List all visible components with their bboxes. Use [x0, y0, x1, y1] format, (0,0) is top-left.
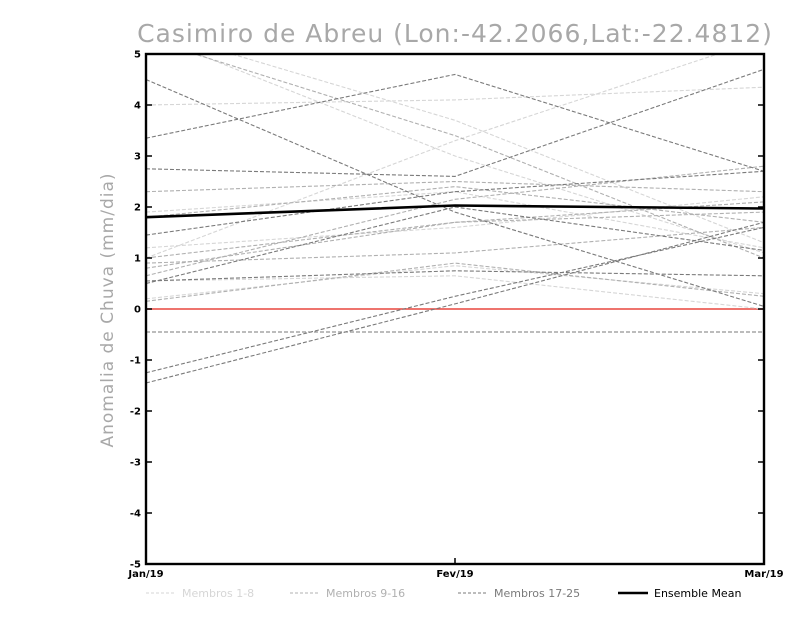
member-series-line	[146, 86, 764, 106]
legend: Membros 1-8 Membros 9-16 Membros 17-25 Ense…	[146, 587, 741, 600]
y-tick-label: -5	[130, 560, 141, 571]
member-series-line	[196, 54, 764, 254]
member-series-line	[146, 68, 764, 177]
member-series-line	[146, 226, 764, 374]
member-series-line	[229, 54, 764, 244]
member-series-line	[192, 54, 764, 259]
member-series-line	[146, 211, 764, 259]
x-tick-label: Mar/19	[744, 569, 783, 580]
member-series-line	[146, 186, 764, 223]
y-tick-label: 3	[134, 152, 141, 163]
member-series-line	[146, 221, 764, 384]
y-tick-label: -4	[130, 509, 141, 520]
y-tick-label: -1	[130, 356, 141, 367]
member-series-line	[146, 262, 764, 302]
ensemble-mean-line	[146, 204, 764, 219]
member-series-line	[146, 170, 764, 236]
member-series-line	[146, 165, 764, 277]
legend-label: Ensemble Mean	[654, 587, 741, 600]
series-group	[146, 54, 764, 384]
y-axis-label: Anomalia de Chuva (mm/dia)	[98, 172, 118, 447]
legend-label: Membros 9-16	[326, 587, 405, 600]
x-tick-label: Jan/19	[127, 569, 163, 580]
y-tick-label: 4	[134, 101, 141, 112]
member-series-line	[146, 226, 764, 264]
y-tick-label: 0	[134, 305, 141, 316]
member-series-line	[146, 270, 764, 282]
y-tick-label: 5	[134, 50, 141, 61]
member-series-line	[146, 180, 764, 193]
y-tick-label: -3	[130, 458, 141, 469]
legend-label: Membros 17-25	[494, 587, 580, 600]
y-tick-label: 2	[134, 203, 141, 214]
member-series-line	[146, 191, 764, 249]
member-series-line	[146, 73, 764, 172]
y-tick-label: -2	[130, 407, 141, 418]
member-series-line	[146, 78, 764, 307]
member-series-line	[146, 54, 720, 259]
legend-label: Membros 1-8	[182, 587, 254, 600]
member-series-line	[146, 206, 764, 285]
member-series-line	[146, 265, 764, 300]
chart-title: Casimiro de Abreu (Lon:-42.2066,Lat:-22.…	[137, 19, 773, 48]
y-tick-label: 1	[134, 254, 141, 265]
member-series-line	[146, 275, 764, 310]
x-tick-label: Fev/19	[436, 569, 473, 580]
